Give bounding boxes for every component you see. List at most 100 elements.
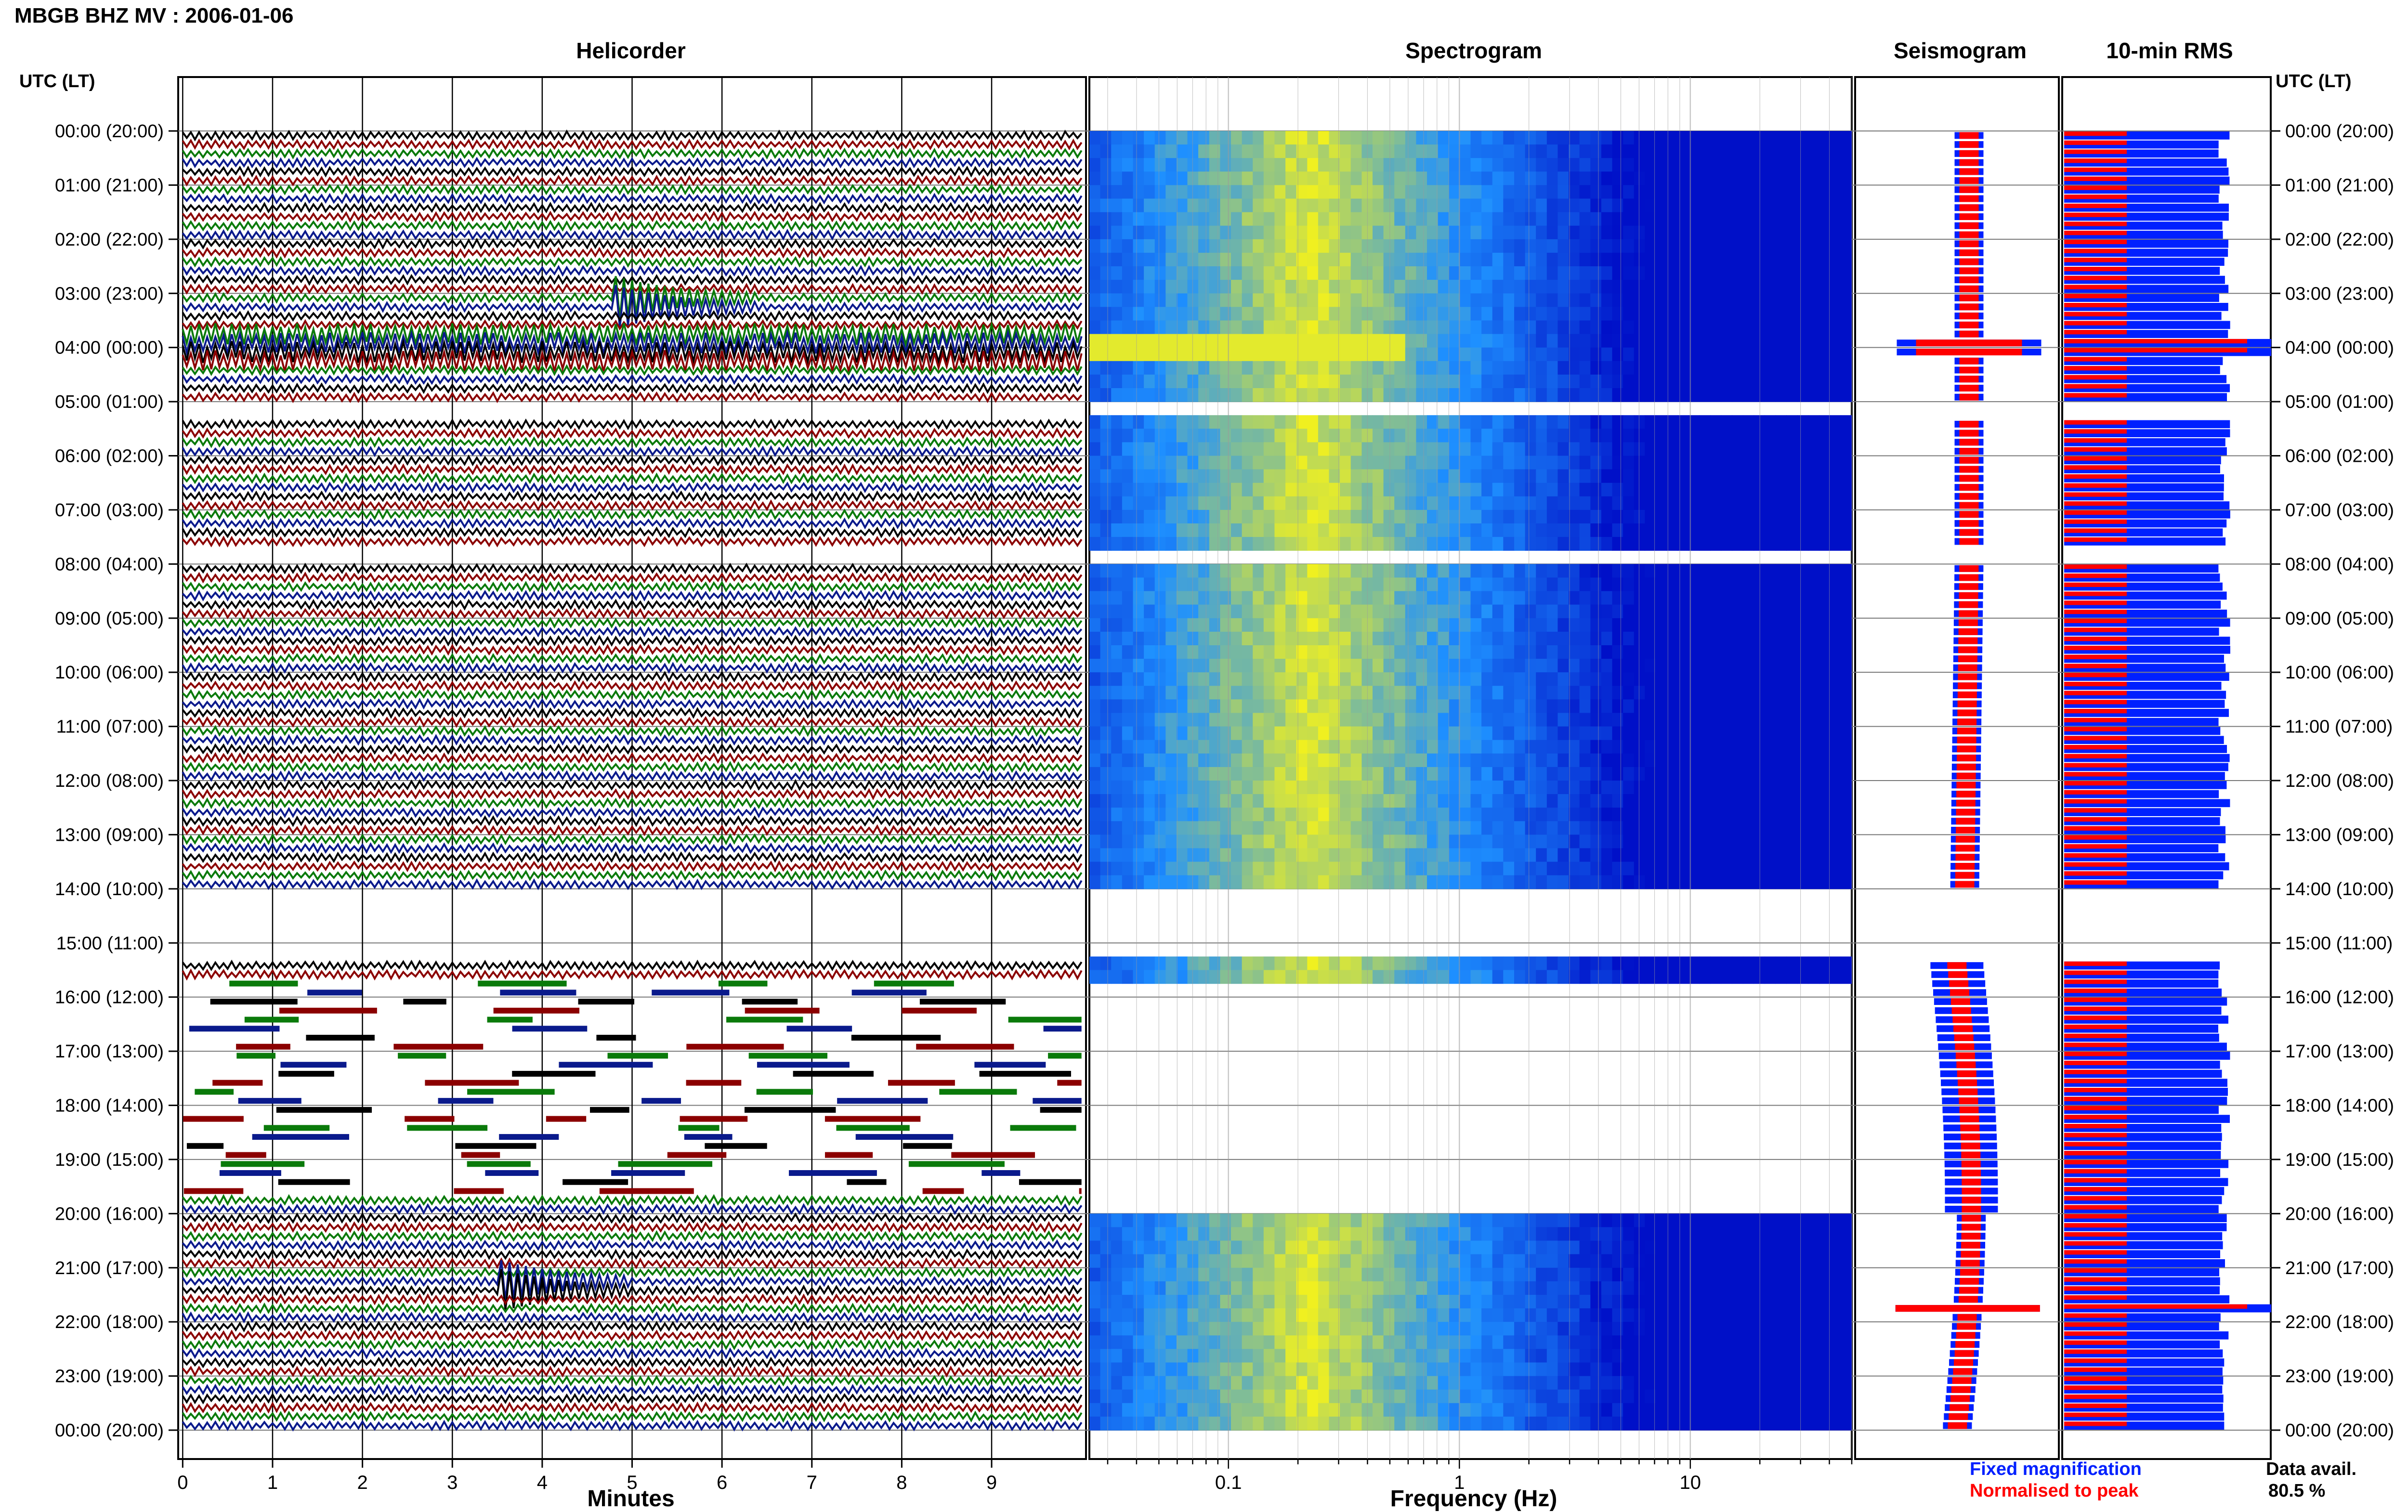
spectrogram-cell [1220, 537, 1231, 551]
y-tick-label-right: 21:00 (17:00) [2285, 1258, 2394, 1278]
spectrogram-cell [1623, 361, 1634, 375]
spectrogram-cell [1285, 848, 1296, 862]
spectrogram-cell [1274, 1268, 1285, 1282]
spectrogram-cell [1209, 672, 1220, 686]
spectrogram-cell [1460, 1322, 1471, 1336]
spectrogram-cell [1373, 239, 1384, 253]
spectrogram-cell [1677, 781, 1688, 795]
spectrogram-cell [1797, 510, 1808, 524]
spectrogram-cell [1569, 253, 1580, 267]
spectrogram-cell [1373, 442, 1384, 456]
helicorder-gappy-segment [485, 1170, 538, 1176]
spectrogram-cell [1460, 375, 1471, 389]
spectrogram-cell [1155, 307, 1166, 321]
spectrogram-cell [1427, 659, 1438, 673]
spectrogram-cell [1100, 632, 1112, 646]
spectrogram-cell [1699, 1254, 1710, 1268]
spectrogram-cell [1373, 537, 1384, 551]
spectrogram-cell [1765, 1335, 1776, 1349]
spectrogram-cell [1481, 970, 1492, 984]
spectrogram-cell [1122, 348, 1133, 362]
spectrogram-cell [1438, 821, 1449, 835]
spectrogram-cell [1743, 821, 1754, 835]
spectrogram-cell [1209, 1322, 1220, 1336]
spectrogram-cell [1514, 266, 1525, 280]
spectrogram-cell [1819, 266, 1830, 280]
spectrogram-cell [1460, 564, 1471, 578]
spectrogram-cell [1220, 293, 1231, 307]
spectrogram-cell [1231, 713, 1242, 727]
spectrogram-cell [1438, 523, 1449, 537]
spectrogram-cell [1721, 740, 1732, 754]
spectrogram-cell [1384, 564, 1395, 578]
spectrogram-cell [1285, 970, 1296, 984]
spectrogram-cell [1786, 171, 1797, 185]
spectrogram-cell [1580, 442, 1591, 456]
spectrogram-cell [1612, 740, 1623, 754]
spectrogram-cell [1471, 1227, 1482, 1241]
spectrogram-cell [1307, 862, 1318, 876]
spectrogram-cell [1808, 794, 1819, 808]
spectrogram-cell [1122, 727, 1133, 741]
spectrogram-cell [1253, 713, 1264, 727]
spectrogram-cell [1710, 1213, 1721, 1227]
spectrogram-cell [1797, 1227, 1808, 1241]
spectrogram-cell [1274, 564, 1285, 578]
spectrogram-cell [1111, 1308, 1122, 1322]
spectrogram-cell [1144, 632, 1155, 646]
spectrogram-cell [1242, 199, 1253, 213]
spectrogram-cell [1165, 632, 1177, 646]
spectrogram-cell [1667, 334, 1678, 348]
spectrogram-cell [1427, 577, 1438, 591]
spectrogram-cell [1786, 510, 1797, 524]
spectrogram-cell [1122, 537, 1133, 551]
spectrogram-cell [1601, 956, 1612, 970]
spectrogram-cell [1427, 727, 1438, 741]
spectrogram-cell [1754, 1227, 1765, 1241]
spectrogram-cell [1569, 781, 1580, 795]
spectrogram-cell [1416, 334, 1427, 348]
spectrogram-cell [1416, 767, 1427, 781]
spectrogram-cell [1580, 226, 1591, 240]
spectrogram-cell [1220, 740, 1231, 754]
spectrogram-cell [1677, 483, 1688, 497]
spectrogram-cell [1449, 456, 1460, 470]
spectrogram-cell [1667, 713, 1678, 727]
spectrogram-cell [1165, 171, 1177, 185]
spectrogram-cell [1634, 158, 1645, 172]
spectrogram-cell [1394, 875, 1405, 889]
spectrogram-cell [1743, 618, 1754, 632]
spectrogram-cell [1830, 632, 1841, 646]
spectrogram-cell [1220, 970, 1231, 984]
spectrogram-cell [1231, 185, 1242, 199]
spectrogram-cell [1460, 307, 1471, 321]
spectrogram-cell [1656, 862, 1667, 876]
helicorder-gappy-segment [680, 1116, 748, 1122]
spectrogram-cell [1547, 469, 1558, 483]
spectrogram-cell [1623, 605, 1634, 619]
spectrogram-cell [1438, 645, 1449, 659]
spectrogram-cell [1122, 361, 1133, 375]
spectrogram-cell [1177, 740, 1188, 754]
spectrogram-cell [1590, 605, 1601, 619]
spectrogram-cell [1165, 429, 1177, 443]
spectrogram-cell [1307, 727, 1318, 741]
spectrogram-cell [1198, 1213, 1209, 1227]
spectrogram-cell [1089, 672, 1100, 686]
helicorder-gappy-segment [467, 1089, 555, 1095]
spectrogram-cell [1765, 226, 1776, 240]
spectrogram-cell [1253, 1213, 1264, 1227]
spectrogram-cell [1656, 740, 1667, 754]
y-tick-label-right: 03:00 (23:00) [2285, 284, 2394, 304]
spectrogram-cell [1808, 713, 1819, 727]
spectrogram-cell [1405, 618, 1416, 632]
spectrogram-cell [1165, 388, 1177, 402]
spectrogram-cell [1841, 199, 1852, 213]
spectrogram-cell [1590, 686, 1601, 700]
spectrogram-cell [1188, 253, 1199, 267]
spectrogram-cell [1776, 740, 1787, 754]
spectrogram-cell [1318, 618, 1329, 632]
spectrogram-cell [1492, 131, 1504, 145]
spectrogram-cell [1492, 510, 1504, 524]
spectrogram-cell [1264, 361, 1275, 375]
